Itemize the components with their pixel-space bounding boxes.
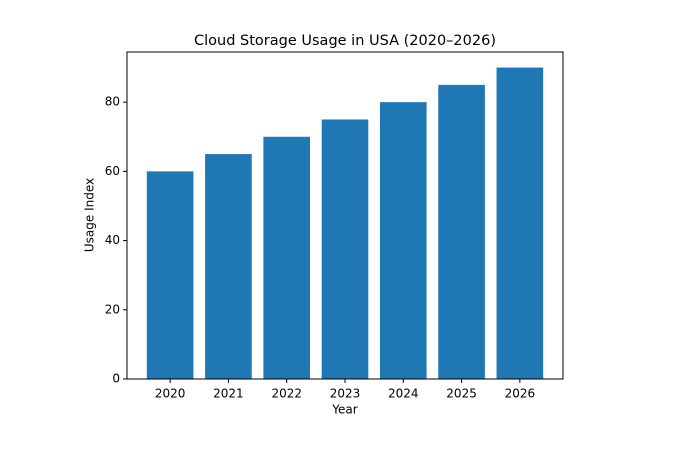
y-tick-label: 20	[105, 302, 120, 316]
x-tick-label: 2024	[388, 387, 419, 401]
x-tick-label: 2020	[155, 387, 186, 401]
chart-title: Cloud Storage Usage in USA (2020–2026)	[194, 33, 496, 49]
plot-frame	[126, 51, 564, 380]
y-tick-label: 80	[105, 95, 120, 109]
x-tick-label: 2025	[446, 387, 477, 401]
y-tick-label: 0	[112, 372, 120, 386]
x-axis-label: Year	[331, 403, 357, 417]
bar	[496, 67, 544, 380]
bar	[263, 136, 311, 379]
y-axis-label: Usage Index	[83, 178, 97, 252]
bar	[438, 84, 485, 379]
bar	[146, 171, 194, 379]
x-tick-label: 2022	[271, 387, 302, 401]
bar	[379, 102, 427, 379]
x-tick-label: 2023	[330, 387, 361, 401]
x-tick-label: 2026	[505, 387, 536, 401]
bar	[205, 154, 252, 379]
x-tick-label: 2021	[213, 387, 244, 401]
y-tick-label: 60	[105, 164, 120, 178]
bar	[321, 119, 369, 379]
y-tick-label: 40	[105, 233, 120, 247]
